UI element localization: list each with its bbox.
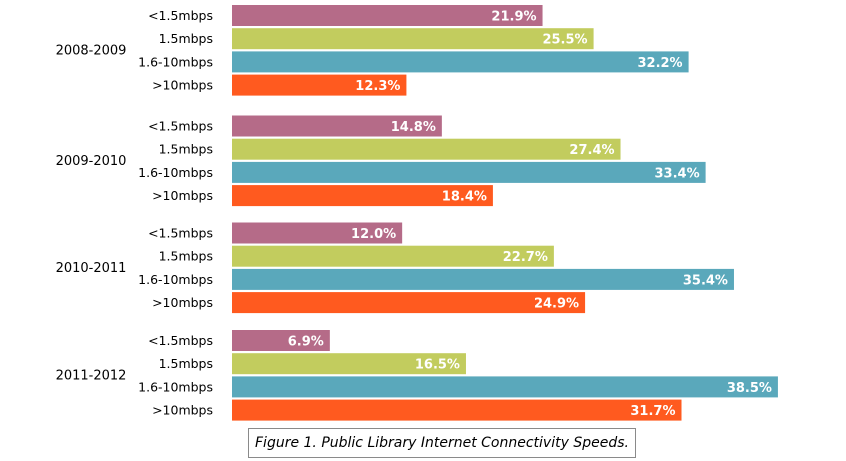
category-label-gt-10mbps: >10mbps — [152, 295, 213, 310]
category-label-gt-10mbps: >10mbps — [152, 78, 213, 93]
category-label-gt-10mbps: >10mbps — [152, 403, 213, 418]
bar-2010-2011-1_5mbps — [232, 245, 554, 267]
data-label-2009-2010-lt-1_5mbps: 14.8% — [391, 120, 436, 135]
data-label-2009-2010-gt-10mbps: 18.4% — [442, 190, 487, 205]
category-label-1_5mbps: 1.5mbps — [159, 249, 213, 264]
bar-2008-2009-lt-1_5mbps — [232, 5, 543, 26]
bar-2008-2009-gt-10mbps — [232, 74, 407, 96]
bar-2011-2012-1_5mbps — [232, 353, 466, 375]
data-label-2010-2011-gt-10mbps: 24.9% — [534, 297, 579, 312]
group-label: 2009-2010 — [56, 154, 127, 169]
bar-group-2010-2011: 2010-2011 <1.5mbps 12.0% 1.5mbps 22.7% 1.6-10… — [56, 222, 734, 314]
category-label-lt-1_5mbps: <1.5mbps — [148, 226, 213, 241]
category-label-1_6-10mbps: 1.6-10mbps — [138, 165, 213, 180]
bar-2011-2012-gt-10mbps — [232, 399, 682, 421]
data-label-2011-2012-1_5mbps: 16.5% — [415, 358, 460, 373]
bar-2008-2009-1_6-10mbps — [232, 51, 689, 73]
category-label-lt-1_5mbps: <1.5mbps — [148, 333, 213, 348]
bar-2009-2010-1_6-10mbps — [232, 161, 706, 183]
bar-2011-2012-1_6-10mbps — [232, 376, 778, 398]
group-label: 2011-2012 — [56, 368, 127, 383]
data-label-2008-2009-gt-10mbps: 12.3% — [355, 79, 400, 94]
data-label-2008-2009-lt-1_5mbps: 21.9% — [491, 10, 536, 25]
data-label-2009-2010-1_5mbps: 27.4% — [569, 143, 614, 158]
category-label-1_5mbps: 1.5mbps — [159, 31, 213, 46]
category-label-gt-10mbps: >10mbps — [152, 188, 213, 203]
category-label-1_6-10mbps: 1.6-10mbps — [138, 54, 213, 69]
group-label: 2010-2011 — [56, 261, 127, 276]
bar-2010-2011-lt-1_5mbps — [232, 222, 403, 244]
bar-2009-2010-gt-10mbps — [232, 185, 493, 207]
category-label-1_6-10mbps: 1.6-10mbps — [138, 379, 213, 394]
data-label-2008-2009-1_6-10mbps: 32.2% — [637, 56, 682, 71]
category-label-lt-1_5mbps: <1.5mbps — [148, 119, 213, 134]
data-label-2010-2011-1_6-10mbps: 35.4% — [683, 273, 728, 288]
category-label-1_5mbps: 1.5mbps — [159, 142, 213, 157]
bar-2009-2010-lt-1_5mbps — [232, 115, 442, 137]
data-label-2009-2010-1_6-10mbps: 33.4% — [655, 166, 700, 181]
bar-2009-2010-1_5mbps — [232, 138, 621, 160]
bar-2008-2009-1_5mbps — [232, 28, 594, 50]
category-label-1_5mbps: 1.5mbps — [159, 356, 213, 371]
bar-group-2011-2012: 2011-2012 <1.5mbps 6.9% 1.5mbps 16.5% 1.6-10m… — [56, 330, 778, 421]
data-label-2011-2012-1_6-10mbps: 38.5% — [727, 381, 772, 396]
data-label-2010-2011-lt-1_5mbps: 12.0% — [351, 227, 396, 242]
bar-group-2008-2009: 2008-2009 <1.5mbps 21.9% 1.5mbps 25.5% 1.6-10… — [56, 5, 689, 96]
data-label-2011-2012-lt-1_5mbps: 6.9% — [288, 335, 324, 350]
group-label: 2008-2009 — [56, 43, 127, 58]
category-label-lt-1_5mbps: <1.5mbps — [148, 8, 213, 23]
data-label-2008-2009-1_5mbps: 25.5% — [542, 33, 587, 48]
category-label-1_6-10mbps: 1.6-10mbps — [138, 272, 213, 287]
figure-caption: Figure 1. Public Library Internet Connec… — [248, 428, 636, 458]
chart-layer: 2008-2009 <1.5mbps 21.9% 1.5mbps 25.5% 1.6-10… — [56, 5, 778, 421]
bar-2011-2012-lt-1_5mbps — [232, 330, 330, 351]
data-label-2011-2012-gt-10mbps: 31.7% — [630, 404, 675, 419]
bar-group-2009-2010: 2009-2010 <1.5mbps 14.8% 1.5mbps 27.4% 1.6-10… — [56, 115, 706, 207]
bar-2010-2011-1_6-10mbps — [232, 268, 734, 290]
bar-2010-2011-gt-10mbps — [232, 292, 586, 314]
data-label-2010-2011-1_5mbps: 22.7% — [503, 250, 548, 265]
